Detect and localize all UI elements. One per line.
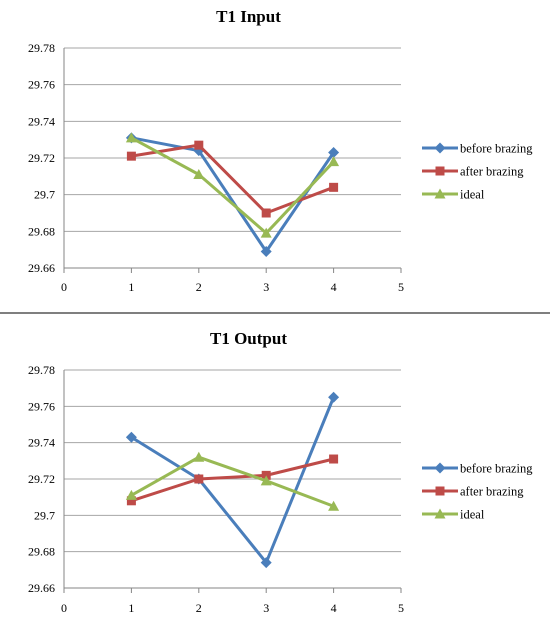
x-tick-label: 2 [196,280,202,294]
series-after-brazing [126,140,339,218]
data-point [193,169,205,179]
x-tick-label: 4 [331,601,337,615]
y-tick-label: 29.78 [28,41,55,55]
x-tick-label: 2 [196,601,202,615]
legend-marker [434,188,446,199]
y-tick-label: 29.68 [28,545,55,559]
data-point [125,431,137,443]
series-ideal [125,132,340,238]
y-tick-label: 29.76 [28,399,55,413]
data-point [194,140,204,150]
legend: before brazing after brazing ideal [422,462,533,522]
data-point [260,475,272,486]
legend-label: after brazing [460,165,524,179]
chart-t1-input: T1 Input 29.66 29.68 29.7 29.72 29.74 29.76 29.… [28,7,533,294]
series-line [130,457,334,503]
data-point [126,151,136,161]
x-tick-label: 3 [263,280,269,294]
series-line [131,143,335,215]
x-tick-label: 5 [398,601,404,615]
legend: before brazing after brazing ideal [422,142,533,202]
chart-title: T1 Input [216,7,281,26]
y-tick-label: 29.74 [28,436,55,450]
data-point [328,147,340,158]
series-line [130,136,335,235]
data-point [328,500,340,511]
y-tick-label: 29.68 [28,224,55,238]
chart-t1-output: T1 Output 29.66 29.68 29.7 29.72 29.74 29.76 29… [0,316,550,622]
legend-marker [434,508,446,519]
data-point [193,451,205,462]
chart-title: T1 Output [210,329,287,348]
series-line [130,396,335,565]
data-point [261,208,271,218]
series-line [131,136,335,253]
data-point [328,391,340,403]
data-point [329,182,339,192]
legend-label: after brazing [460,485,524,499]
x-tick-label: 0 [61,280,67,294]
legend-marker [434,462,446,474]
legend-label: ideal [460,508,485,522]
panel-divider [0,312,550,314]
legend-marker [434,142,446,154]
legend-marker [435,166,445,176]
data-point [260,227,272,238]
y-tick-label: 29.72 [28,472,55,486]
data-point [194,474,204,484]
series-line [130,455,335,508]
y-tick-label: 29.7 [34,188,55,202]
y-tick-label: 29.76 [28,78,55,92]
legend-label: before brazing [460,142,533,156]
x-tick-label: 1 [128,601,134,615]
series-ideal [125,451,340,511]
data-point [329,454,339,464]
data-point [125,489,137,500]
chart-t1-input-svg: T1 Input 29.66 29.68 29.7 29.72 29.74 29.76 29.… [28,7,533,294]
y-tick-label: 29.66 [28,581,55,595]
x-tick-label: 3 [263,601,269,615]
data-point [260,246,272,257]
data-point [125,132,137,143]
y-tick-label: 29.72 [28,151,55,165]
y-tick-label: 29.78 [28,363,55,377]
legend-label: ideal [460,188,485,202]
data-point [328,156,340,167]
x-tick-label: 1 [128,280,134,294]
data-point [126,496,136,506]
y-tick-label: 29.66 [28,261,55,275]
data-point [260,557,272,569]
x-tick-label: 5 [398,280,404,294]
legend-marker [435,486,445,496]
chart-t1-output-svg: T1 Output 29.66 29.68 29.7 29.72 29.74 29.76 29… [28,329,533,615]
x-tick-label: 4 [331,280,337,294]
x-tick-label: 0 [61,601,67,615]
y-tick-label: 29.7 [34,508,55,522]
legend-label: before brazing [460,462,533,476]
y-tick-label: 29.74 [28,114,55,128]
